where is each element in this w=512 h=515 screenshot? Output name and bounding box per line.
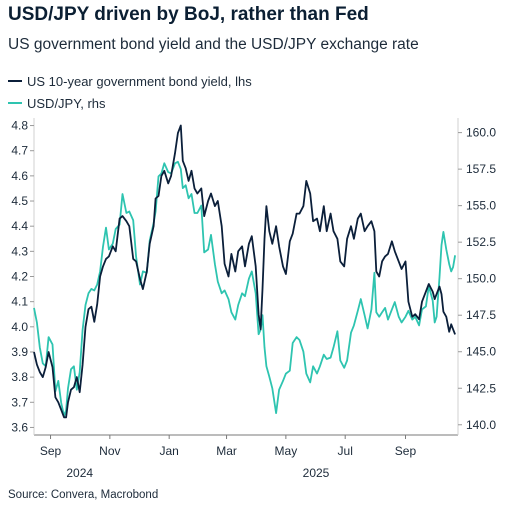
- left-tick-label: 4.6: [11, 169, 28, 183]
- left-tick-label: 4.7: [11, 144, 28, 158]
- right-tick-label: 152.5: [466, 235, 496, 249]
- x-tick-label: Mar: [216, 444, 237, 458]
- chart-series: [33, 124, 456, 419]
- legend-item-usdjpy: USD/JPY, rhs: [8, 92, 252, 114]
- left-tick-label: 4.4: [11, 219, 28, 233]
- left-tick-label: 3.6: [11, 420, 28, 434]
- left-tick-label: 4.0: [11, 320, 28, 334]
- legend-label-yield: US 10-year government bond yield, lhs: [27, 73, 252, 89]
- x-year-label: 2024: [66, 466, 93, 480]
- left-tick-label: 4.5: [11, 194, 28, 208]
- right-tick-label: 147.5: [466, 308, 496, 322]
- right-axis-ticks: 140.0 142.5 145.0 147.5 150.0 152.5 155.0 157.5…: [458, 126, 496, 432]
- chart-title: USD/JPY driven by BoJ, rather than Fed: [8, 4, 369, 25]
- left-tick-label: 3.8: [11, 370, 28, 384]
- right-tick-label: 145.0: [466, 345, 496, 359]
- series-line-yield: [33, 124, 456, 419]
- x-axis-ticks: Sep Nov Jan Mar May Jul Sep 2024 2025: [40, 435, 417, 480]
- left-tick-label: 4.2: [11, 270, 28, 284]
- left-tick-label: 3.7: [11, 395, 28, 409]
- left-tick-label: 4.8: [11, 119, 28, 133]
- legend-label-usdjpy: USD/JPY, rhs: [27, 95, 106, 111]
- legend-swatch-yield: [8, 80, 22, 82]
- right-tick-label: 142.5: [466, 381, 496, 395]
- x-tick-label: May: [275, 444, 298, 458]
- chart-legend: US 10-year government bond yield, lhs US…: [8, 70, 252, 114]
- x-tick-label: Jul: [338, 444, 353, 458]
- right-tick-label: 155.0: [466, 199, 496, 213]
- x-year-label: 2025: [303, 466, 330, 480]
- left-tick-label: 4.3: [11, 244, 28, 258]
- left-tick-label: 3.9: [11, 345, 28, 359]
- x-tick-label: Sep: [395, 444, 417, 458]
- right-tick-label: 150.0: [466, 272, 496, 286]
- chart-axes: [33, 118, 459, 436]
- right-tick-label: 157.5: [466, 162, 496, 176]
- right-tick-label: 140.0: [466, 418, 496, 432]
- left-tick-label: 4.1: [11, 295, 28, 309]
- legend-swatch-usdjpy: [8, 102, 22, 104]
- x-tick-label: Jan: [159, 444, 178, 458]
- x-tick-label: Nov: [99, 444, 120, 458]
- right-tick-label: 160.0: [466, 126, 496, 140]
- chart-subtitle: US government bond yield and the USD/JPY…: [8, 36, 419, 53]
- series-line-usdjpy: [33, 160, 456, 417]
- left-axis-ticks: 3.6 3.7 3.8 3.9 4.0 4.1 4.2 4.3 4.4 4.5 4.6 4.7 4.8: [11, 119, 34, 434]
- x-tick-label: Sep: [40, 444, 62, 458]
- legend-item-yield: US 10-year government bond yield, lhs: [8, 70, 252, 92]
- source-note: Source: Convera, Macrobond: [8, 489, 159, 501]
